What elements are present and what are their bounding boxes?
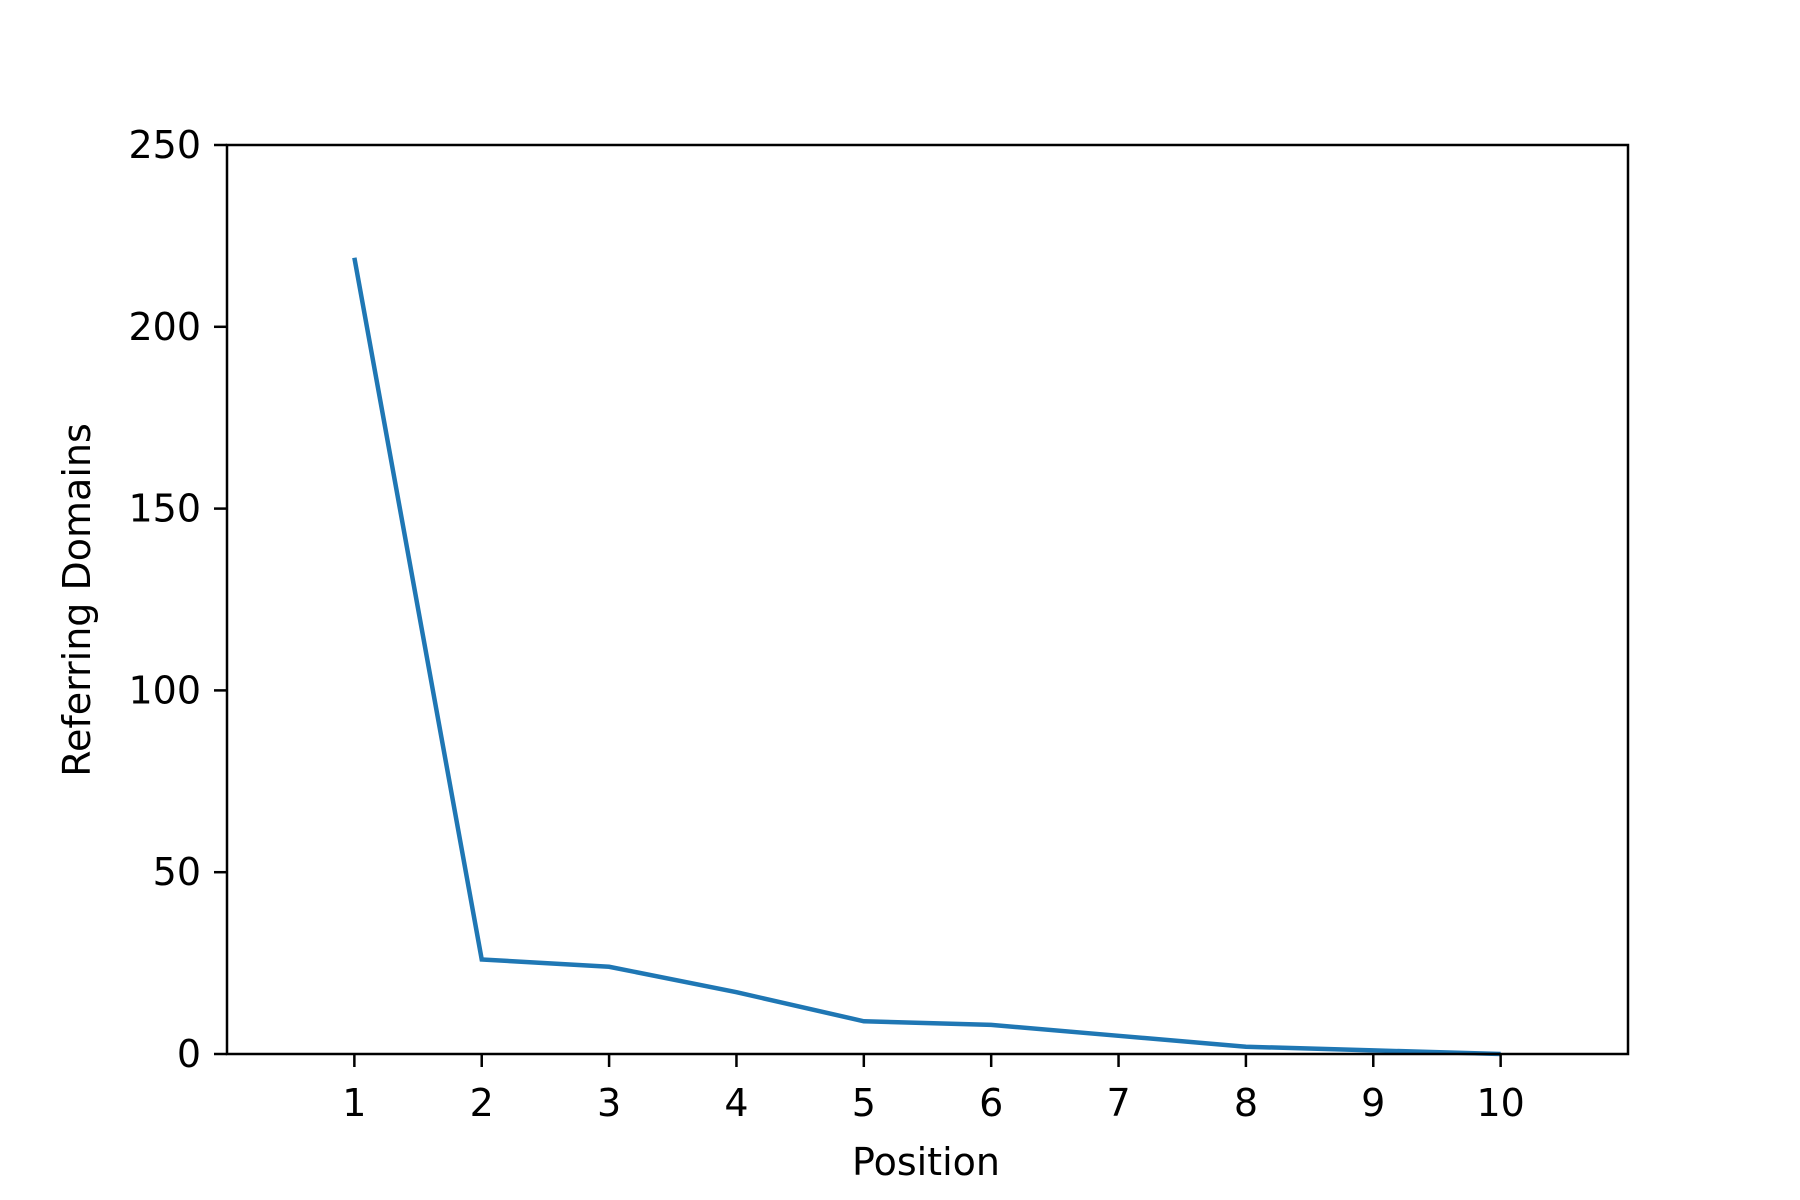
x-tick-label: 9 bbox=[1361, 1081, 1385, 1125]
y-tick-label: 100 bbox=[128, 668, 201, 712]
x-tick-label: 7 bbox=[1106, 1081, 1130, 1125]
x-tick-label: 8 bbox=[1234, 1081, 1258, 1125]
y-tick-label: 250 bbox=[128, 123, 201, 167]
axes-frame bbox=[225, 143, 1630, 1056]
y-tick-label: 200 bbox=[128, 305, 201, 349]
x-tick-label: 4 bbox=[724, 1081, 748, 1125]
series-line-1 bbox=[352, 257, 1501, 1057]
x-axis-title: Position bbox=[852, 1140, 1000, 1184]
y-tick-label: 150 bbox=[128, 487, 201, 531]
x-tick-label: 3 bbox=[597, 1081, 621, 1125]
x-tick-label: 1 bbox=[342, 1081, 366, 1125]
x-tick-label: 10 bbox=[1476, 1081, 1524, 1125]
y-axis-title: Referring Domains bbox=[55, 423, 99, 777]
y-tick-label: 0 bbox=[177, 1032, 201, 1076]
x-tick-label: 2 bbox=[470, 1081, 494, 1125]
x-tick-label: 6 bbox=[979, 1081, 1003, 1125]
y-tick-label: 50 bbox=[153, 850, 201, 894]
x-tick-label: 5 bbox=[852, 1081, 876, 1125]
